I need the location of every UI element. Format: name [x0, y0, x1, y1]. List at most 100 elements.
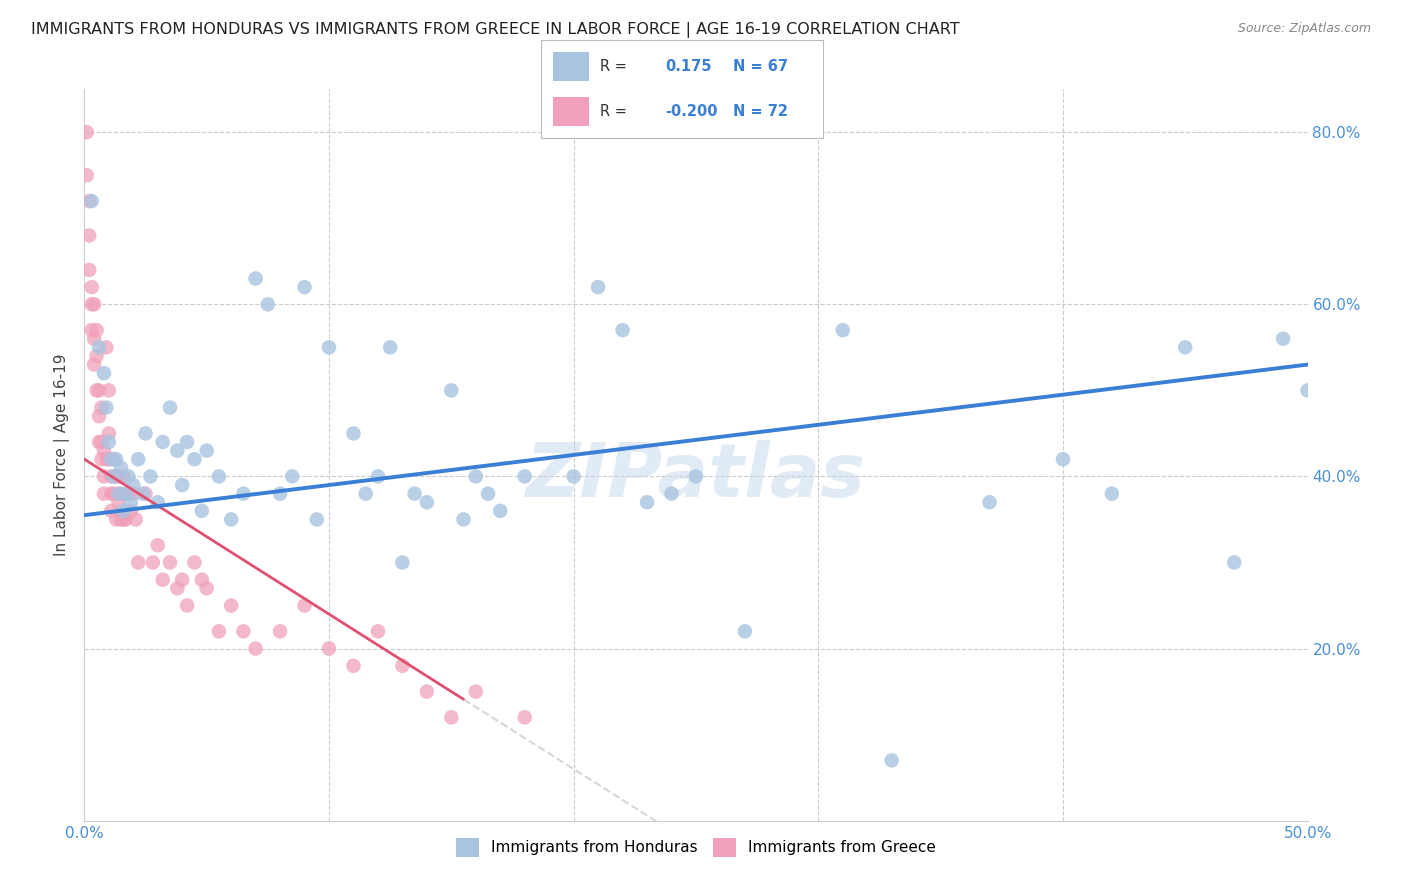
Point — [391, 556, 413, 570]
Point — [112, 469, 135, 483]
Point — [146, 538, 169, 552]
Point — [269, 624, 291, 639]
Point — [87, 384, 110, 398]
Point — [342, 426, 364, 441]
Point — [305, 512, 328, 526]
Point — [318, 641, 340, 656]
Point — [127, 556, 149, 570]
Point — [80, 280, 103, 294]
Point — [110, 460, 132, 475]
Point — [107, 486, 129, 500]
Point — [612, 323, 634, 337]
Point — [232, 624, 254, 639]
Text: 0.175: 0.175 — [665, 59, 711, 74]
Point — [83, 358, 105, 372]
Point — [685, 469, 707, 483]
Point — [734, 624, 756, 639]
Text: IMMIGRANTS FROM HONDURAS VS IMMIGRANTS FROM GREECE IN LABOR FORCE | AGE 16-19 CO: IMMIGRANTS FROM HONDURAS VS IMMIGRANTS F… — [31, 22, 959, 38]
Point — [195, 443, 218, 458]
Point — [83, 332, 105, 346]
Point — [80, 323, 103, 337]
Point — [208, 624, 231, 639]
Point — [159, 401, 181, 415]
Point — [391, 658, 413, 673]
Text: N = 72: N = 72 — [733, 104, 787, 120]
Point — [1223, 556, 1246, 570]
Point — [208, 469, 231, 483]
Text: ZIPatlas: ZIPatlas — [526, 441, 866, 514]
Point — [105, 452, 128, 467]
Point — [281, 469, 304, 483]
Point — [86, 349, 108, 363]
Point — [1272, 332, 1295, 346]
Point — [1052, 452, 1074, 467]
Point — [1101, 486, 1123, 500]
Point — [120, 504, 142, 518]
Point — [93, 469, 115, 483]
Point — [219, 599, 242, 613]
Point — [191, 504, 214, 518]
Point — [176, 599, 198, 613]
Point — [172, 573, 194, 587]
Point — [354, 486, 377, 500]
Point — [86, 384, 108, 398]
Point — [562, 469, 585, 483]
Point — [103, 452, 125, 467]
Point — [105, 469, 128, 483]
Point — [86, 323, 108, 337]
Point — [127, 452, 149, 467]
Point — [115, 512, 138, 526]
Point — [380, 340, 402, 354]
Point — [103, 486, 125, 500]
Point — [269, 486, 291, 500]
FancyBboxPatch shape — [553, 52, 589, 81]
Point — [191, 573, 214, 587]
Point — [115, 486, 138, 500]
Point — [135, 486, 157, 500]
Point — [110, 486, 132, 500]
Point — [110, 512, 132, 526]
Point — [440, 710, 463, 724]
Point — [90, 435, 112, 450]
Point — [166, 582, 188, 596]
Point — [96, 340, 118, 354]
Point — [166, 443, 188, 458]
Point — [146, 495, 169, 509]
Text: R =: R = — [600, 104, 627, 120]
Legend: Immigrants from Honduras, Immigrants from Greece: Immigrants from Honduras, Immigrants fro… — [449, 830, 943, 864]
Point — [90, 401, 112, 415]
Point — [367, 469, 389, 483]
Point — [219, 512, 242, 526]
Text: Source: ZipAtlas.com: Source: ZipAtlas.com — [1237, 22, 1371, 36]
Point — [318, 340, 340, 354]
Point — [367, 624, 389, 639]
Point — [489, 504, 512, 518]
Point — [176, 435, 198, 450]
Point — [477, 486, 499, 500]
Point — [513, 469, 536, 483]
Point — [93, 366, 115, 380]
Point — [152, 573, 174, 587]
Point — [294, 599, 316, 613]
Point — [172, 478, 194, 492]
Point — [93, 486, 115, 500]
Point — [135, 426, 157, 441]
Point — [100, 486, 122, 500]
Text: -0.200: -0.200 — [665, 104, 717, 120]
Point — [112, 512, 135, 526]
Point — [107, 495, 129, 509]
Point — [183, 556, 205, 570]
Point — [93, 443, 115, 458]
Point — [77, 194, 100, 208]
Point — [87, 435, 110, 450]
Point — [245, 271, 267, 285]
Point — [831, 323, 853, 337]
Text: N = 67: N = 67 — [733, 59, 787, 74]
Point — [183, 452, 205, 467]
Point — [453, 512, 475, 526]
Point — [96, 401, 118, 415]
FancyBboxPatch shape — [553, 97, 589, 127]
Point — [1296, 384, 1319, 398]
Point — [80, 194, 103, 208]
Point — [120, 495, 142, 509]
